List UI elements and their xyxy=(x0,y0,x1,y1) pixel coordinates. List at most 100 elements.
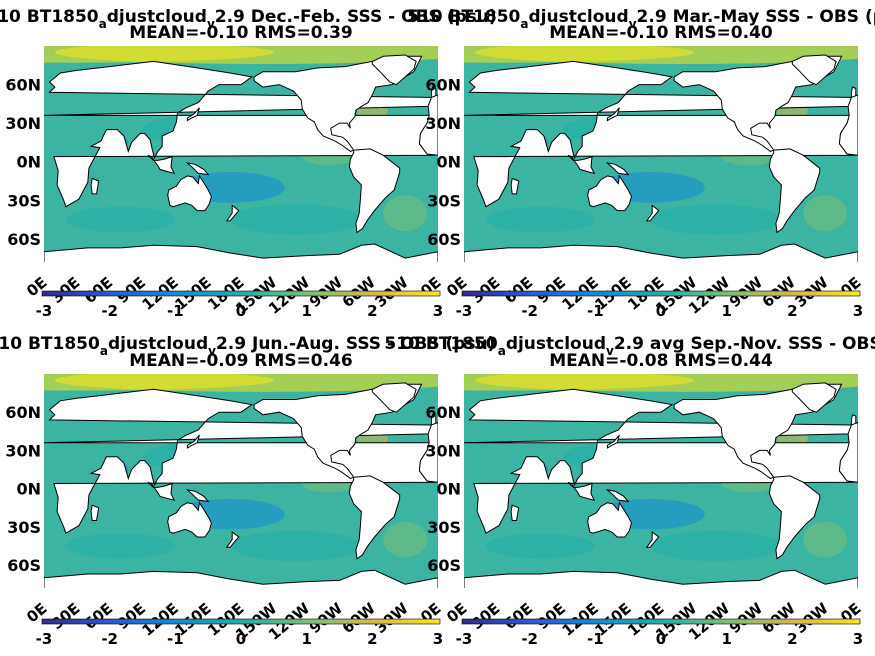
lon-tick-label: 30E xyxy=(468,599,503,633)
lon-tick-label: 60E xyxy=(501,599,536,633)
colorbar-tick-label: -1 xyxy=(587,302,604,320)
lat-tick-label: 30N xyxy=(425,114,461,133)
colorbar xyxy=(41,618,441,625)
colorbar-tick-label: 0 xyxy=(236,630,246,648)
lat-tick-label: 60S xyxy=(7,230,41,249)
west-africa-europe-landmass xyxy=(418,94,438,156)
madagascar-landmass xyxy=(510,177,520,195)
panel-title-title-sub_v: v xyxy=(629,17,637,31)
indonesia-landmass xyxy=(147,154,176,175)
indonesia-landmass xyxy=(567,481,596,501)
panel-title-title-right: 2.9 Dec.-Feb. SSS - OBS (psu) xyxy=(215,7,497,27)
colorbar-tick-label: 2 xyxy=(367,630,377,648)
colorbar xyxy=(461,618,861,625)
antarctica-landmass xyxy=(44,243,438,262)
lat-tick-label: 60N xyxy=(425,403,461,422)
colorbar xyxy=(41,290,441,297)
indonesia-landmass xyxy=(147,481,176,501)
colorbar-tick-label: -2 xyxy=(521,630,538,648)
australia-landmass xyxy=(587,501,633,538)
japan-landmass xyxy=(606,434,620,449)
anomaly-patch xyxy=(803,195,848,232)
colorbar-tick-label: -2 xyxy=(101,630,118,648)
panel-stats: MEAN=-0.10 RMS=0.39 xyxy=(129,23,353,43)
antarctica-landmass xyxy=(464,569,858,588)
panel-title: 510 BT1850adjustcloudv2.9 Dec.-Feb. SSS … xyxy=(0,7,497,31)
australia-landmass xyxy=(587,174,633,212)
greenland-landmass xyxy=(791,382,837,413)
panel-title-title-right: 2.9 avg Sep.-Nov. SSS - OBS (psu) xyxy=(614,334,875,354)
panel-stats: MEAN=-0.08 RMS=0.44 xyxy=(549,351,773,371)
anomaly-patch xyxy=(55,374,438,392)
panel-title-title-left: 510 BT1850 xyxy=(384,334,497,354)
lat-tick-label: 60N xyxy=(5,76,41,95)
colorbar-tick-label: 0 xyxy=(656,630,666,648)
lat-tick-label: 0N xyxy=(436,480,461,499)
panel-title: 510 BT1850adjustcloudv2.9 Jun.-Aug. SSS … xyxy=(0,334,495,358)
plot-area xyxy=(44,46,438,262)
new-zealand-landmass xyxy=(225,204,240,222)
madagascar-landmass xyxy=(90,177,100,195)
lat-tick-label: 0N xyxy=(16,480,41,499)
colorbar-tick-label: 1 xyxy=(301,630,311,648)
new-guinea-landmass xyxy=(185,162,210,176)
colorbar xyxy=(461,290,861,297)
map-panel-4: 510 BT1850adjustcloudv2.9 avg Sep.-Nov. … xyxy=(384,334,875,648)
colorbar-tick-label: 3 xyxy=(853,302,863,320)
lon-tick-label: 30W xyxy=(792,599,833,637)
plot-area xyxy=(464,46,858,262)
lat-tick-label: 0N xyxy=(436,153,461,172)
lat-tick-label: 60N xyxy=(5,403,41,422)
new-guinea-landmass xyxy=(185,489,210,503)
west-africa-europe-landmass xyxy=(838,421,858,483)
west-africa-europe-landmass xyxy=(838,94,858,156)
anomaly-patch xyxy=(383,521,428,558)
panel-title-title-right: 2.9 Jun.-Aug. SSS - OBS (psu) xyxy=(216,334,495,354)
west-africa-europe-landmass xyxy=(418,421,438,483)
map-panel-2: 510 BT1850adjustcloudv2.9 Mar.-May SSS -… xyxy=(407,7,875,320)
anomaly-patch xyxy=(65,533,176,559)
plot-area xyxy=(464,374,858,588)
japan-landmass xyxy=(186,107,200,122)
panel-title-title-sub_v: v xyxy=(208,344,216,358)
panel-title-title-left: 510 BT1850 xyxy=(0,7,99,27)
colorbar-tick-label: -1 xyxy=(167,630,184,648)
panel-title-title-mid: djustcloud xyxy=(529,7,629,27)
colorbar-tick-label: -2 xyxy=(521,302,538,320)
lat-tick-label: 30S xyxy=(427,191,461,210)
new-zealand-landmass xyxy=(645,204,660,222)
anomaly-patch xyxy=(65,206,176,233)
lat-tick-label: 0N xyxy=(16,153,41,172)
panel-title: 510 BT1850adjustcloudv2.9 avg Sep.-Nov. … xyxy=(384,334,875,358)
map-panel-1: 510 BT1850adjustcloudv2.9 Dec.-Feb. SSS … xyxy=(0,7,497,320)
south-america-landmass xyxy=(768,148,821,234)
colorbar-tick-label: 2 xyxy=(787,630,797,648)
indonesia-landmass xyxy=(567,154,596,175)
anomaly-patch xyxy=(55,46,438,64)
antarctica-landmass xyxy=(464,243,858,262)
panel-title-title-right: 2.9 Mar.-May SSS - OBS (psu) xyxy=(637,7,875,27)
lon-tick-label: 60E xyxy=(81,599,116,633)
lon-tick-label: 30E xyxy=(48,599,83,633)
lon-tick-label: 90W xyxy=(726,599,767,637)
lon-tick-label: 90W xyxy=(306,599,347,637)
new-guinea-landmass xyxy=(605,162,630,176)
anomaly-patch xyxy=(650,204,782,235)
colorbar-tick-label: -3 xyxy=(36,630,53,648)
lon-tick-label: 30E xyxy=(48,273,83,307)
lon-tick-label: 30E xyxy=(468,273,503,307)
panel-title-title-sub_a: a xyxy=(100,344,108,358)
japan-landmass xyxy=(606,107,620,122)
colorbar-tick-label: -1 xyxy=(167,302,184,320)
panel-title-title-left: 510 BT1850 xyxy=(0,334,100,354)
panel-title-title-sub_v: v xyxy=(207,17,215,31)
south-america-landmass xyxy=(348,475,401,560)
colorbar-tick-label: -1 xyxy=(587,630,604,648)
panel-title-title-sub_a: a xyxy=(498,344,506,358)
anomaly-patch xyxy=(485,206,596,233)
new-guinea-landmass xyxy=(605,489,630,503)
colorbar-tick-label: 0 xyxy=(656,302,666,320)
colorbar-tick-label: 2 xyxy=(787,302,797,320)
greenland-landmass xyxy=(371,382,417,413)
